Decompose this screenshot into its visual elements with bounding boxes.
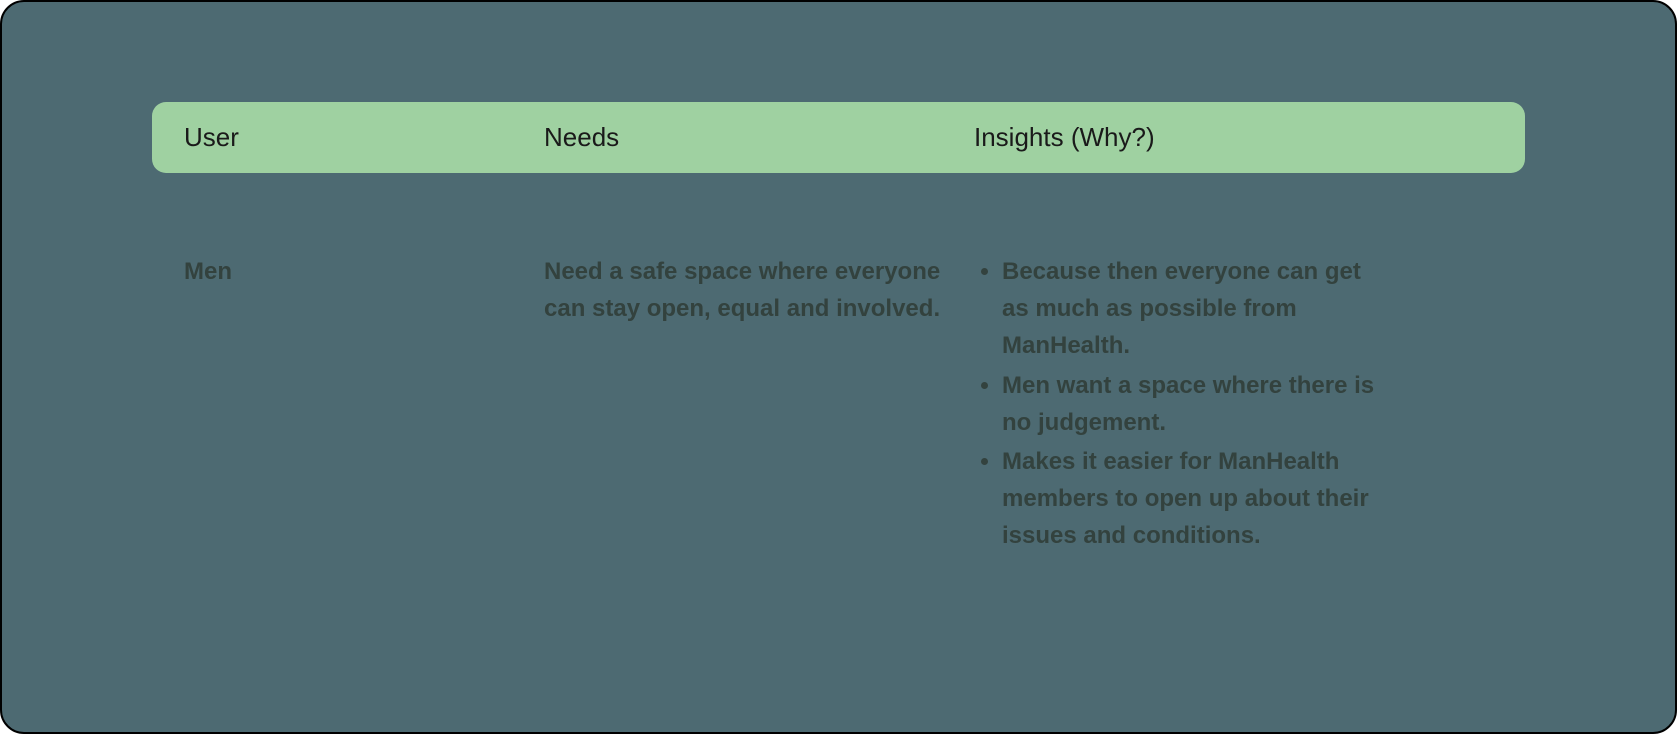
needs-insights-panel: User Needs Insights (Why?) Men Need a sa… [0,0,1677,734]
cell-user: Men [184,253,544,557]
header-insights: Insights (Why?) [974,122,1493,153]
cell-needs: Need a safe space where everyone can sta… [544,253,974,557]
table-header-row: User Needs Insights (Why?) [152,102,1525,173]
header-user: User [184,122,544,153]
insights-list: Because then everyone can get as much as… [974,253,1394,555]
insights-list-item: Because then everyone can get as much as… [1002,253,1394,365]
header-needs: Needs [544,122,974,153]
insights-list-item: Men want a space where there is no judge… [1002,367,1394,441]
table-row: Men Need a safe space where everyone can… [152,253,1525,557]
cell-insights: Because then everyone can get as much as… [974,253,1394,557]
insights-list-item: Makes it easier for ManHealth members to… [1002,443,1394,555]
